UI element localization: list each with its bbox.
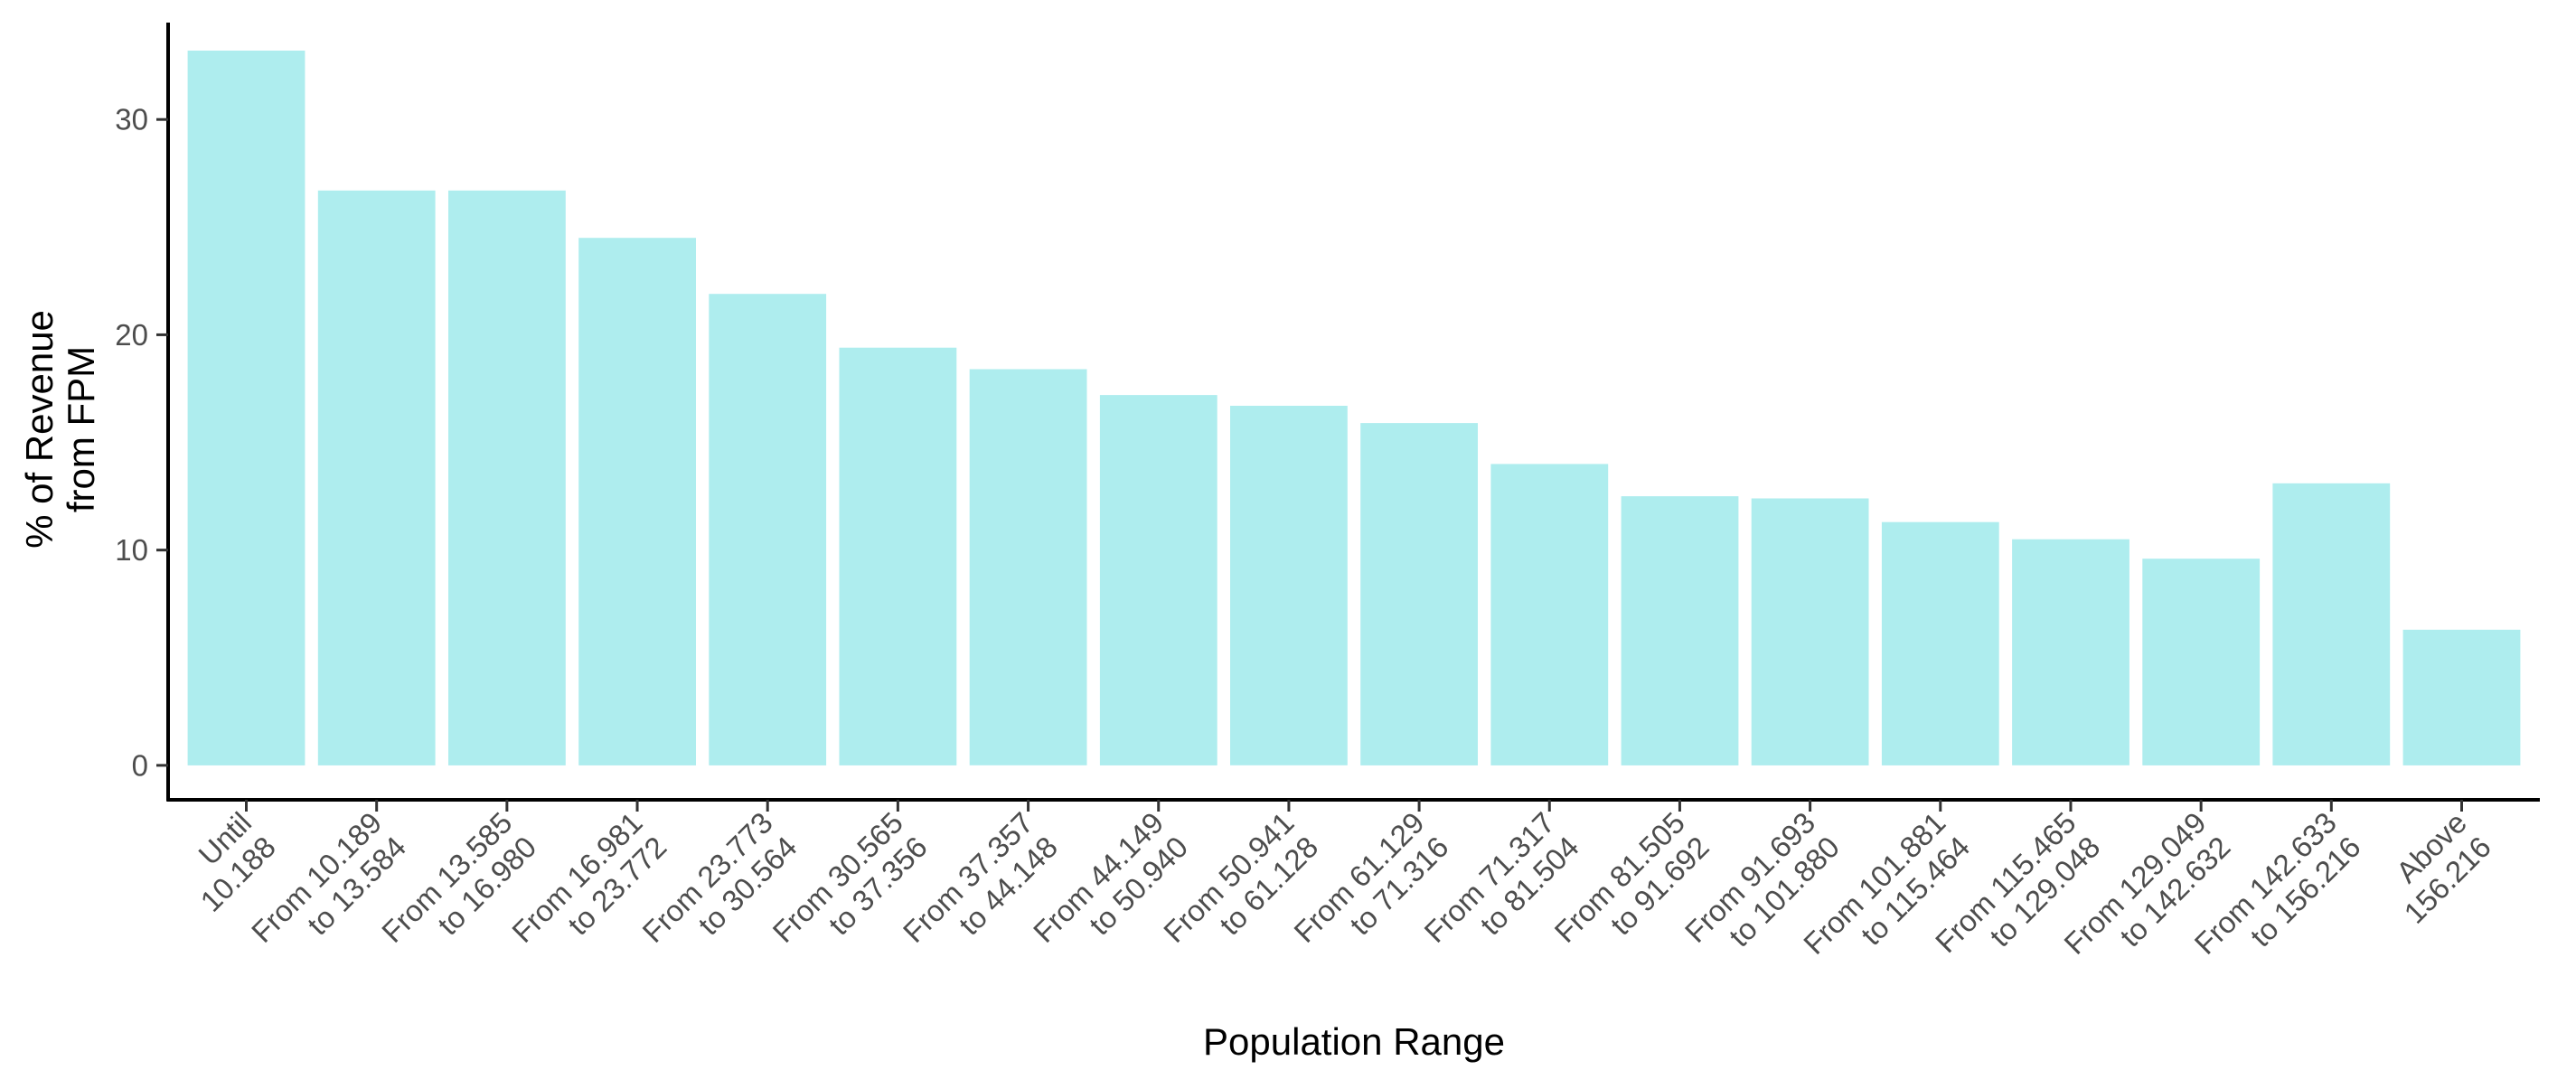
bar <box>1099 395 1217 765</box>
x-tick-label-text: From 61.129to 71.316 <box>1287 805 1454 972</box>
x-tick-label: From 71.317to 81.504 <box>1417 805 1584 972</box>
x-tick-label: From 13.585to 16.980 <box>375 805 542 972</box>
bar <box>2142 559 2261 765</box>
bar <box>187 51 306 765</box>
bar <box>969 369 1087 765</box>
x-tick-label: From 81.505to 91.692 <box>1548 805 1716 972</box>
x-tick-label: From 61.129to 71.316 <box>1287 805 1454 972</box>
bar <box>1230 406 1348 765</box>
y-axis-title: % of Revenuefrom FPM <box>18 310 102 549</box>
x-tick-label: From 30.565to 37.356 <box>766 805 934 972</box>
y-axis: 0 10 20 30 <box>115 23 170 802</box>
bar <box>839 347 957 765</box>
x-tick-label-text: From 30.565to 37.356 <box>766 805 934 972</box>
y-tick-label: 0 <box>132 748 148 782</box>
bar <box>1621 496 1739 765</box>
bar <box>709 294 827 765</box>
bar <box>1751 498 1869 765</box>
x-axis-title: Population Range <box>1203 1020 1505 1063</box>
x-tick-label-text: From 37.357to 44.148 <box>897 805 1064 972</box>
x-tick-label-text: Above156.216 <box>2374 805 2497 929</box>
x-tick-label-text: From 71.317to 81.504 <box>1417 805 1584 972</box>
bars-layer <box>187 51 2521 765</box>
x-tick-label-text: From 50.941to 61.128 <box>1157 805 1324 972</box>
bar <box>2272 483 2391 765</box>
x-tick-label: From 37.357to 44.148 <box>897 805 1064 972</box>
x-tick-label: Above156.216 <box>2374 805 2497 929</box>
x-tick-label-text: From 81.505to 91.692 <box>1548 805 1716 972</box>
x-tick-label-text: From 16.981to 23.772 <box>505 805 672 972</box>
x-tick-label: From 44.149to 50.940 <box>1027 805 1194 972</box>
y-axis-title-line: from FPM <box>60 346 102 512</box>
y-tick-label: 10 <box>115 533 148 567</box>
y-axis-title-line: % of Revenue <box>18 310 61 549</box>
x-tick-label-text: From 13.585to 16.980 <box>375 805 542 972</box>
y-tick-label: 30 <box>115 103 148 136</box>
bar <box>1881 521 1999 765</box>
bar <box>2012 539 2129 765</box>
bar <box>2402 629 2521 765</box>
x-tick-label: Until10.188 <box>170 805 282 917</box>
x-tick-label: From 23.773to 30.564 <box>635 805 803 972</box>
bar <box>578 238 696 765</box>
x-tick-label-text: From 10.189to 13.584 <box>245 805 412 972</box>
y-tick-label: 20 <box>115 318 148 352</box>
bar <box>317 190 436 765</box>
x-tick-label-text: From 44.149to 50.940 <box>1027 805 1194 972</box>
x-tick-label: From 10.189to 13.584 <box>245 805 412 972</box>
bar <box>1360 423 1478 765</box>
x-tick-label: From 50.941to 61.128 <box>1157 805 1324 972</box>
bar <box>1490 464 1609 765</box>
x-tick-label-text: From 23.773to 30.564 <box>635 805 803 972</box>
x-tick-label-text: Until10.188 <box>170 805 282 917</box>
bar <box>448 190 566 765</box>
x-tick-label: From 16.981to 23.772 <box>505 805 672 972</box>
